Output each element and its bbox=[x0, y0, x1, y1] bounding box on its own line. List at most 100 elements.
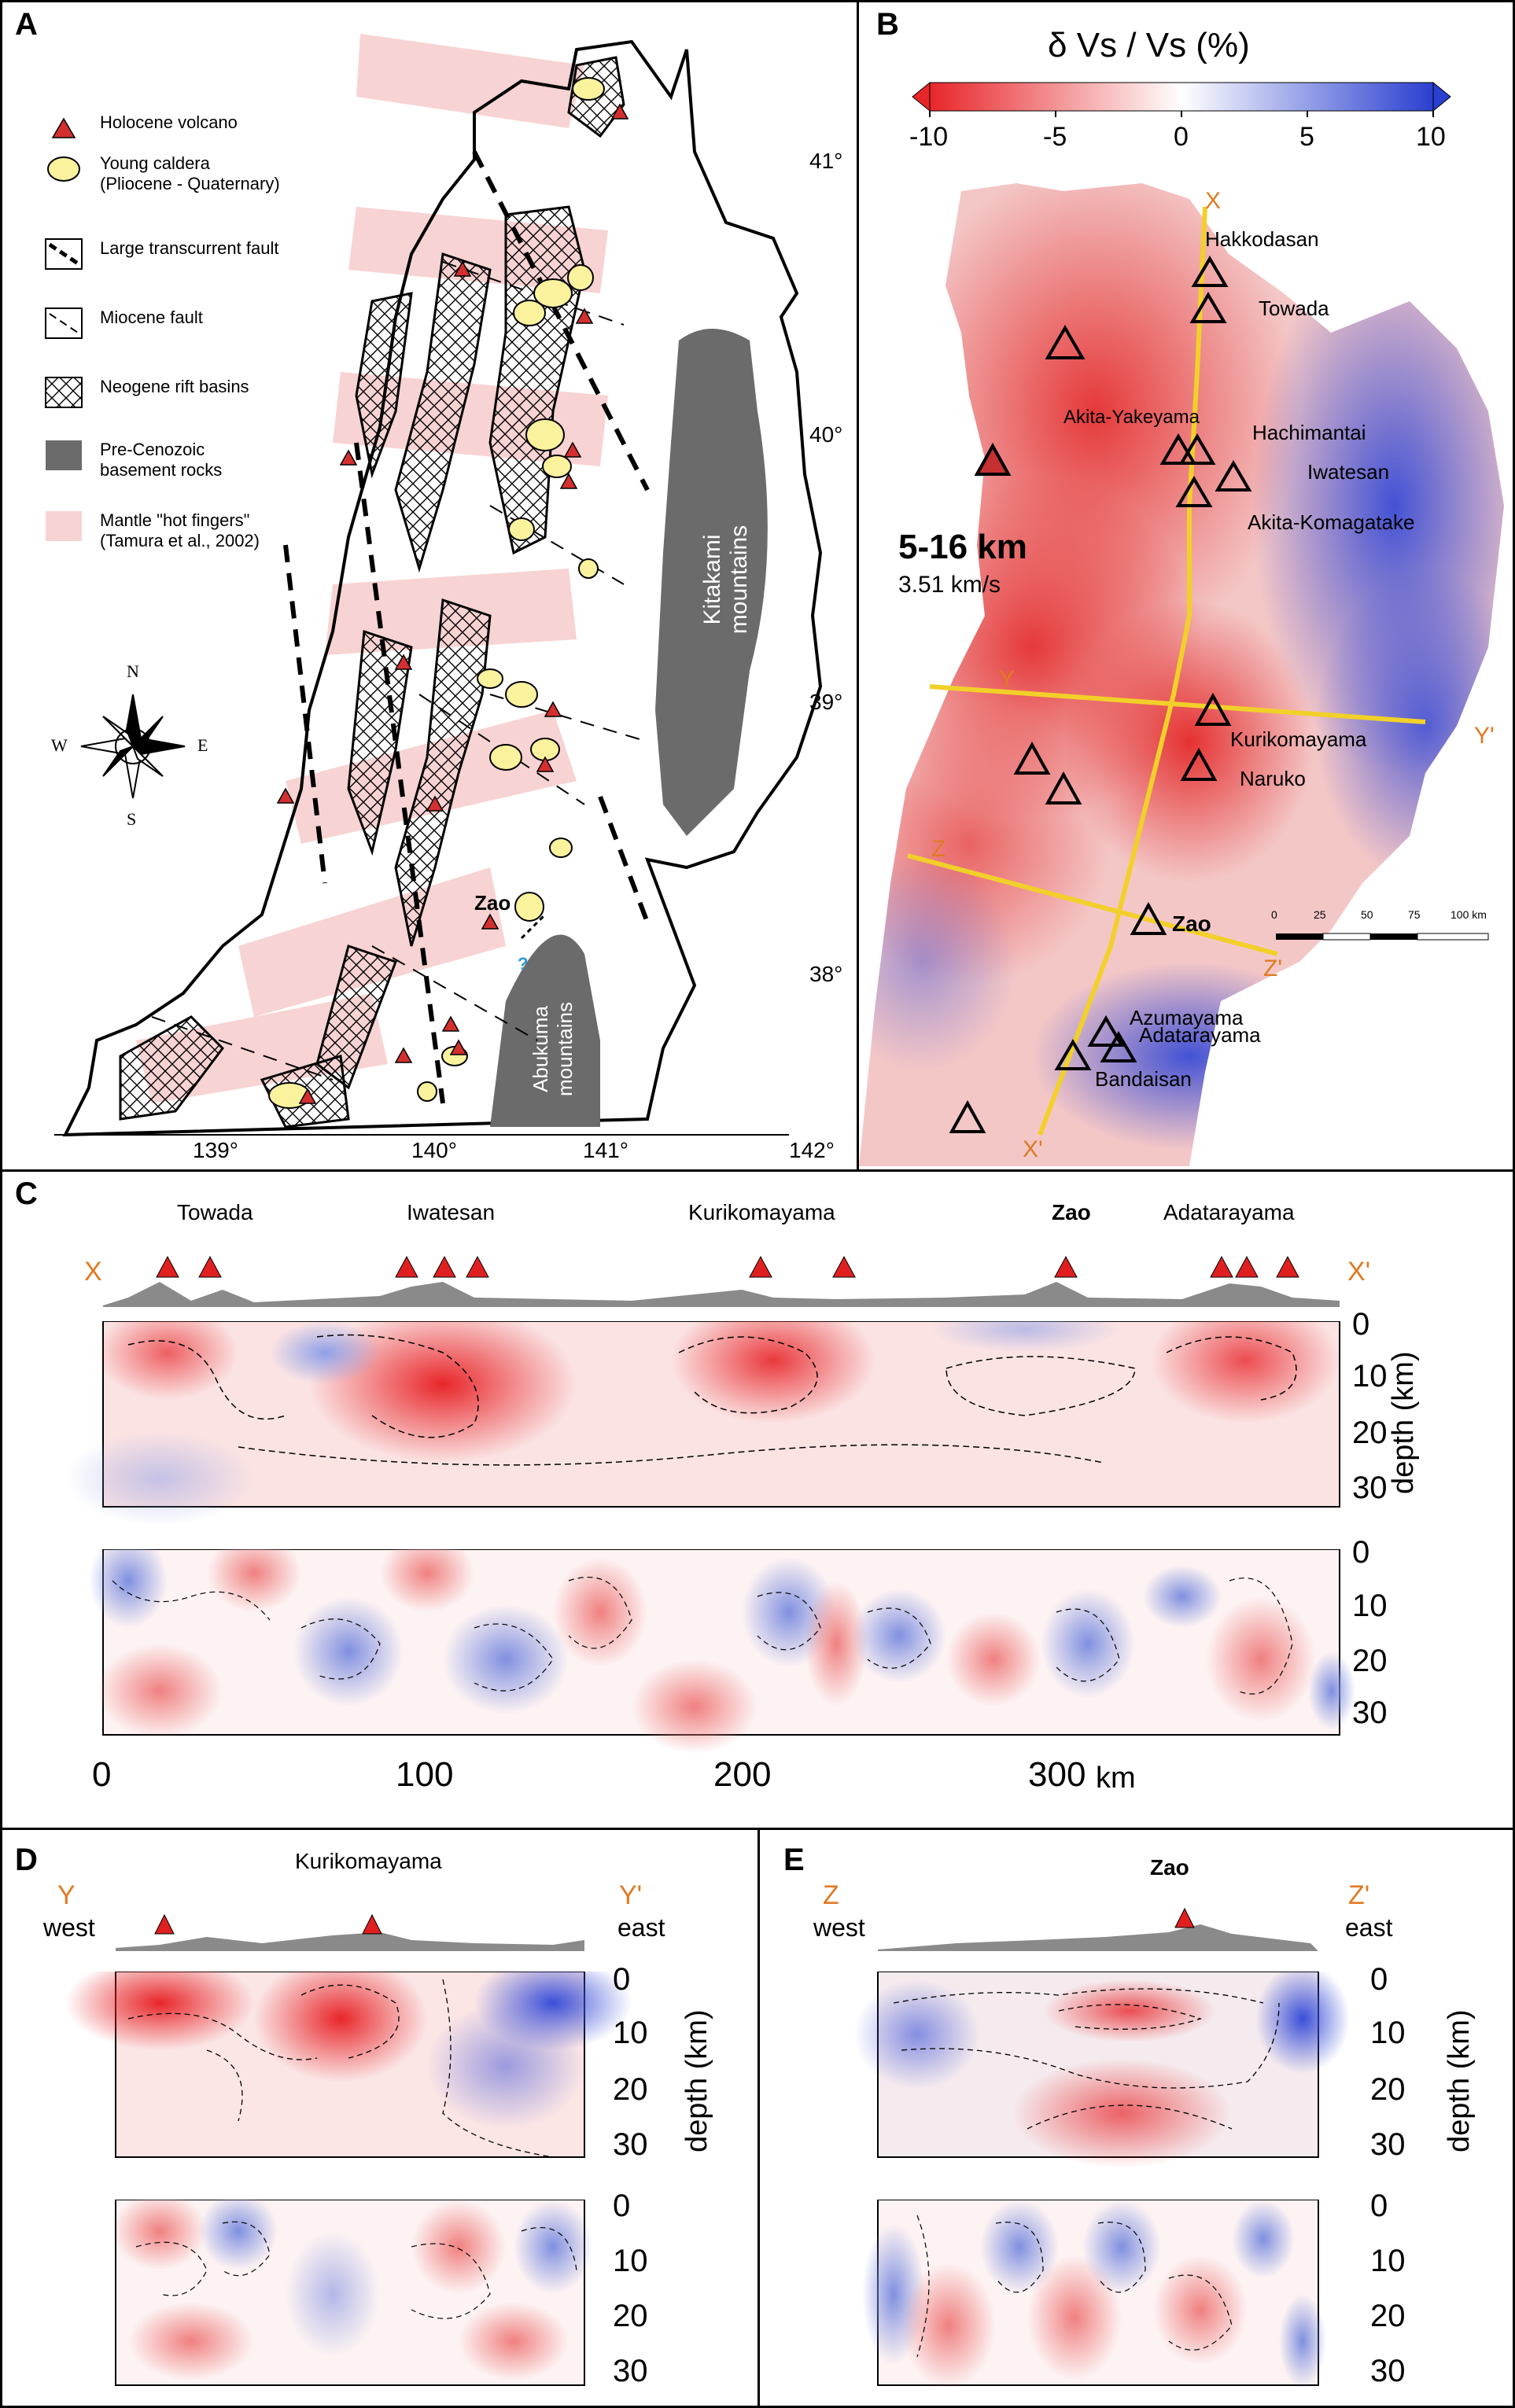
legend-caldera: Young caldera (Pliocene - Quaternary) bbox=[45, 153, 280, 194]
west-label: west bbox=[43, 1913, 95, 1942]
legend-holocene: Holocene volcano bbox=[45, 112, 238, 144]
section-z-resolved bbox=[854, 1972, 1350, 2168]
depth-tick: 30 bbox=[1370, 2354, 1406, 2388]
depth-tick: 10 bbox=[1352, 1589, 1388, 1623]
volcano-name: Iwatesan bbox=[407, 1200, 496, 1224]
depth-tick: 30 bbox=[1370, 2127, 1406, 2162]
depth-tick: 20 bbox=[1370, 2299, 1406, 2333]
depth-tick: 10 bbox=[1370, 2016, 1406, 2050]
compass-n: N bbox=[127, 661, 139, 681]
profile-label-x: X bbox=[1205, 188, 1222, 214]
legend-rift: Neogene rift basins bbox=[45, 377, 249, 408]
compass-rose: N S E W bbox=[51, 661, 208, 829]
profile-y bbox=[929, 684, 1426, 724]
basement-rock-icon bbox=[46, 440, 82, 470]
volcano-name: Towada bbox=[177, 1200, 253, 1224]
volcano-label: Hachimantai bbox=[1252, 421, 1366, 444]
panel-c: C Towada Iwatesan Kurikomayama Zao Adata… bbox=[0, 1169, 1515, 1830]
depth-axis-label: depth (km) bbox=[1387, 1351, 1420, 1494]
volcano-label: Hakkodasan bbox=[1205, 227, 1319, 251]
volcano-label: Adatarayama bbox=[1139, 1023, 1261, 1047]
distance-tick: 100 bbox=[396, 1755, 454, 1794]
scale-tick: 0 bbox=[1271, 908, 1277, 921]
lon-tick: 140° bbox=[411, 1138, 457, 1162]
depth-tick: 10 bbox=[1352, 1359, 1388, 1394]
depth-tick: 30 bbox=[613, 2354, 648, 2388]
depth-axis-label: depth (km) bbox=[680, 2009, 713, 2152]
volcano-name: Adatarayama bbox=[1163, 1200, 1295, 1224]
depth-tick: 30 bbox=[1352, 1696, 1388, 1730]
transcurrent-fault-icon bbox=[45, 238, 83, 270]
colorbar-title: δ Vs / Vs (%) bbox=[1048, 26, 1250, 64]
profile-label-z: Z bbox=[931, 836, 946, 862]
volcano-name: Kurikomayama bbox=[295, 1849, 442, 1873]
lon-tick: 142° bbox=[789, 1138, 835, 1162]
profile-x bbox=[1038, 206, 1207, 1136]
depth-tick: 10 bbox=[1370, 2244, 1406, 2278]
depth-label: 5-16 km bbox=[898, 528, 1027, 566]
legend-basement: Pre-Cenozoic basement rocks bbox=[45, 440, 222, 480]
holocene-volcano-icon bbox=[51, 117, 76, 138]
scale-bar bbox=[1276, 933, 1489, 941]
lat-tick: 40° bbox=[809, 422, 843, 447]
depth-tick: 0 bbox=[613, 2189, 631, 2223]
depth-tick: 0 bbox=[1352, 1307, 1370, 1342]
legend-label: Holocene volcano bbox=[100, 112, 238, 132]
tohoku-tectonic-map: ? bbox=[54, 34, 823, 1137]
velocity-map bbox=[859, 183, 1504, 1166]
miocene-fault-icon bbox=[45, 307, 83, 339]
legend-hotfingers: Mantle "hot fingers" (Tamura et al., 200… bbox=[45, 510, 260, 551]
scale-tick: 100 km bbox=[1450, 908, 1487, 921]
lat-tick: 41° bbox=[809, 149, 843, 173]
distance-tick: 300 bbox=[1028, 1755, 1086, 1794]
section-y-resolved bbox=[65, 1972, 632, 2158]
depth-tick: 10 bbox=[613, 2016, 648, 2050]
cbar-tick: 5 bbox=[1299, 122, 1314, 152]
volcano-label: Akita-Yakeyama bbox=[1063, 407, 1200, 428]
topo-profile-z bbox=[878, 1907, 1318, 1951]
topo-profile-x bbox=[103, 1255, 1340, 1307]
topo-profile-y bbox=[116, 1913, 584, 1951]
section-x-checkerboard bbox=[89, 1549, 1355, 1754]
lat-tick: 39° bbox=[809, 690, 843, 714]
compass-e: E bbox=[197, 735, 208, 755]
section-x-resolved bbox=[65, 1321, 1340, 1526]
volcano-label: Naruko bbox=[1240, 767, 1306, 790]
holocene-volcanoes bbox=[276, 103, 629, 1104]
legend-label: Mantle "hot fingers" (Tamura et al., 200… bbox=[100, 510, 260, 550]
volcano-triangles bbox=[949, 256, 1252, 1133]
abukuma-basement bbox=[490, 934, 600, 1127]
profile-label-zp: Z' bbox=[1263, 955, 1283, 981]
volcano-label: Zao bbox=[1172, 911, 1211, 936]
distance-unit: km bbox=[1096, 1762, 1136, 1795]
cbar-tick: -10 bbox=[909, 122, 949, 152]
section-y-checkerboard bbox=[112, 2200, 592, 2386]
start-label: Y bbox=[57, 1880, 76, 1910]
legend-label: Large transcurrent fault bbox=[100, 238, 279, 258]
depth-tick: 10 bbox=[613, 2244, 648, 2278]
east-label: east bbox=[1345, 1913, 1393, 1942]
volcano-label: Kurikomayama bbox=[1230, 727, 1367, 751]
volcano-label: Towada bbox=[1259, 296, 1329, 320]
depth-tick: 20 bbox=[613, 2299, 648, 2333]
profile-label-y: Y bbox=[999, 666, 1016, 692]
scale-tick: 75 bbox=[1408, 908, 1421, 921]
west-label: west bbox=[813, 1913, 865, 1942]
kitakami-basement bbox=[655, 329, 768, 836]
cbar-tick: -5 bbox=[1043, 122, 1067, 152]
volcano-label: Azumayama bbox=[1130, 1006, 1244, 1029]
depth-tick: 0 bbox=[1352, 1535, 1370, 1570]
cbar-tick: 10 bbox=[1416, 122, 1446, 152]
depth-tick: 20 bbox=[613, 2072, 648, 2107]
lon-tick: 139° bbox=[193, 1138, 238, 1162]
hot-finger-icon bbox=[46, 511, 82, 541]
rift-basin-icon bbox=[45, 377, 83, 408]
scale-tick: 25 bbox=[1314, 908, 1326, 921]
depth-tick: 30 bbox=[1352, 1471, 1388, 1505]
profile-label-xp: X' bbox=[1023, 1136, 1043, 1162]
end-label: X' bbox=[1347, 1257, 1371, 1287]
panel-label: E bbox=[783, 1843, 805, 1877]
volcano-name: Zao bbox=[1150, 1855, 1189, 1880]
profile-z bbox=[907, 853, 1278, 956]
volcano-label: Akita-Komagatake bbox=[1248, 510, 1415, 534]
